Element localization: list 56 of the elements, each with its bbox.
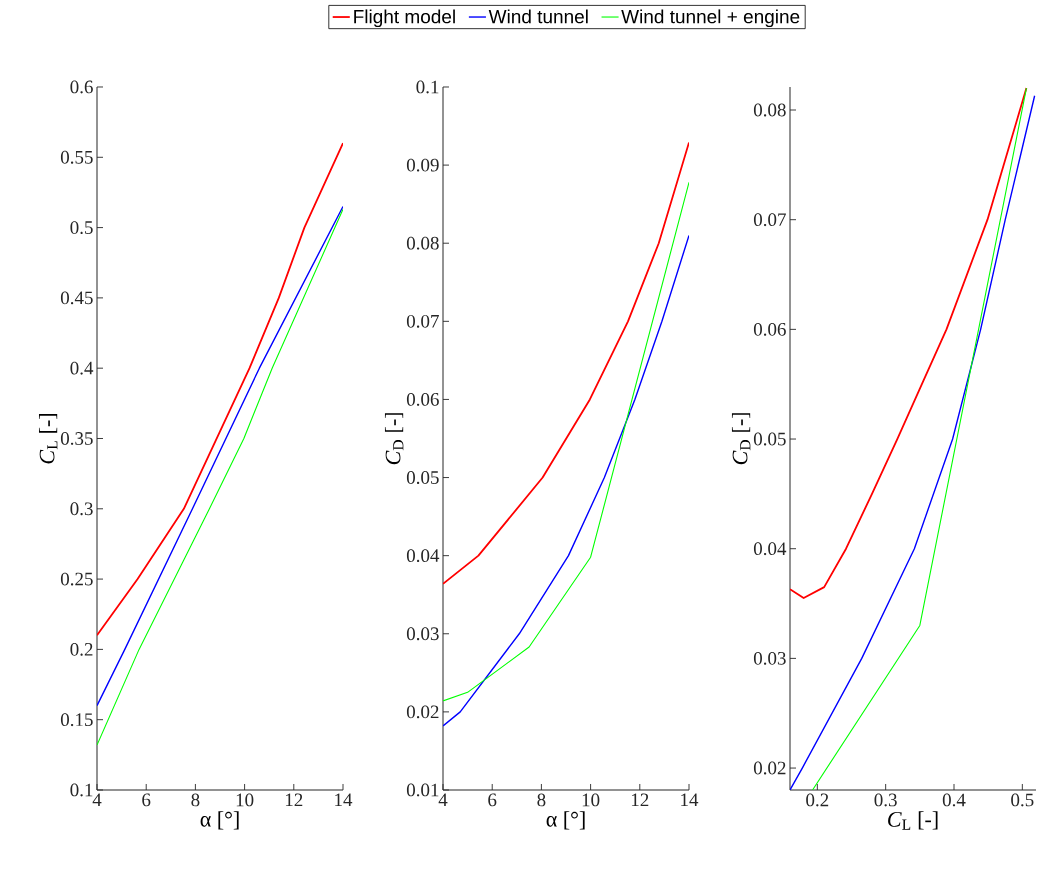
legend-label: Wind tunnel bbox=[488, 9, 588, 24]
y-tick-label: 0.04 bbox=[753, 542, 787, 556]
y-tick-label: 0.03 bbox=[406, 627, 439, 641]
y-tick-label: 0.07 bbox=[753, 213, 786, 227]
x-tick-label: 14 bbox=[335, 793, 353, 807]
y-tick-label: 0.05 bbox=[753, 432, 786, 446]
y-axis-title: C$_{D}$ [-] bbox=[384, 413, 404, 465]
y-axis-title: C$_{L}$ [-] bbox=[38, 413, 58, 464]
x-tick-label: 4 bbox=[92, 793, 102, 807]
x-tick-label: 4 bbox=[438, 793, 448, 807]
x-tick-label: 0.2 bbox=[806, 793, 829, 807]
y-tick-label: 0.09 bbox=[406, 158, 439, 172]
x-tick-label: 14 bbox=[681, 793, 699, 807]
x-tick-label: 8 bbox=[191, 793, 200, 807]
legend-label: Wind tunnel + engine bbox=[621, 9, 800, 28]
y-tick-label: 0.35 bbox=[60, 432, 93, 445]
y-tick-label: 0.5 bbox=[70, 221, 93, 235]
line-series bbox=[97, 142, 343, 637]
y-tick-label: 0.02 bbox=[753, 761, 786, 775]
y-tick-label: 0.08 bbox=[753, 103, 786, 117]
x-tick-label: 0.3 bbox=[874, 793, 897, 807]
y-tick-label: 0.15 bbox=[60, 713, 93, 727]
y-axis-title: C$_{D}$ [-] bbox=[731, 413, 751, 465]
x-tick-label: 8 bbox=[537, 793, 546, 807]
x-tick-label: 6 bbox=[488, 793, 497, 807]
x-tick-label: 10 bbox=[582, 793, 600, 807]
y-tick-label: 0.4 bbox=[70, 361, 94, 375]
x-tick-label: 0.5 bbox=[1011, 793, 1034, 807]
x-axis-title: α [°] bbox=[546, 811, 585, 830]
x-tick-label: 0.4 bbox=[942, 793, 966, 807]
x-tick-label: 12 bbox=[631, 793, 649, 807]
x-tick-label: 12 bbox=[285, 793, 303, 807]
y-tick-label: 0.1 bbox=[70, 783, 93, 797]
x-axis-title: α [°] bbox=[200, 811, 239, 830]
y-tick-label: 0.55 bbox=[60, 150, 93, 164]
y-tick-label: 0.01 bbox=[406, 783, 439, 797]
x-tick-label: 10 bbox=[236, 793, 254, 807]
y-tick-label: 0.08 bbox=[406, 236, 439, 250]
y-tick-label: 0.04 bbox=[406, 549, 440, 563]
x-axis-title: C$_{L}$ [-] bbox=[888, 811, 938, 830]
y-tick-label: 0.02 bbox=[406, 705, 439, 719]
y-tick-label: 0.06 bbox=[753, 322, 786, 336]
y-tick-label: 0.05 bbox=[406, 471, 439, 484]
y-tick-label: 0.03 bbox=[753, 651, 786, 665]
y-tick-label: 0.1 bbox=[416, 80, 439, 94]
y-tick-label: 0.25 bbox=[60, 572, 93, 586]
y-tick-label: 0.2 bbox=[70, 642, 93, 656]
y-tick-label: 0.45 bbox=[60, 291, 93, 305]
y-tick-label: 0.06 bbox=[406, 393, 439, 406]
line-series bbox=[443, 141, 689, 585]
legend-label: Flight model bbox=[354, 9, 455, 28]
y-tick-label: 0.6 bbox=[70, 80, 93, 94]
x-tick-label: 6 bbox=[142, 793, 151, 807]
y-tick-label: 0.3 bbox=[70, 502, 93, 516]
line-series bbox=[790, 87, 1028, 599]
y-tick-label: 0.07 bbox=[406, 314, 439, 328]
